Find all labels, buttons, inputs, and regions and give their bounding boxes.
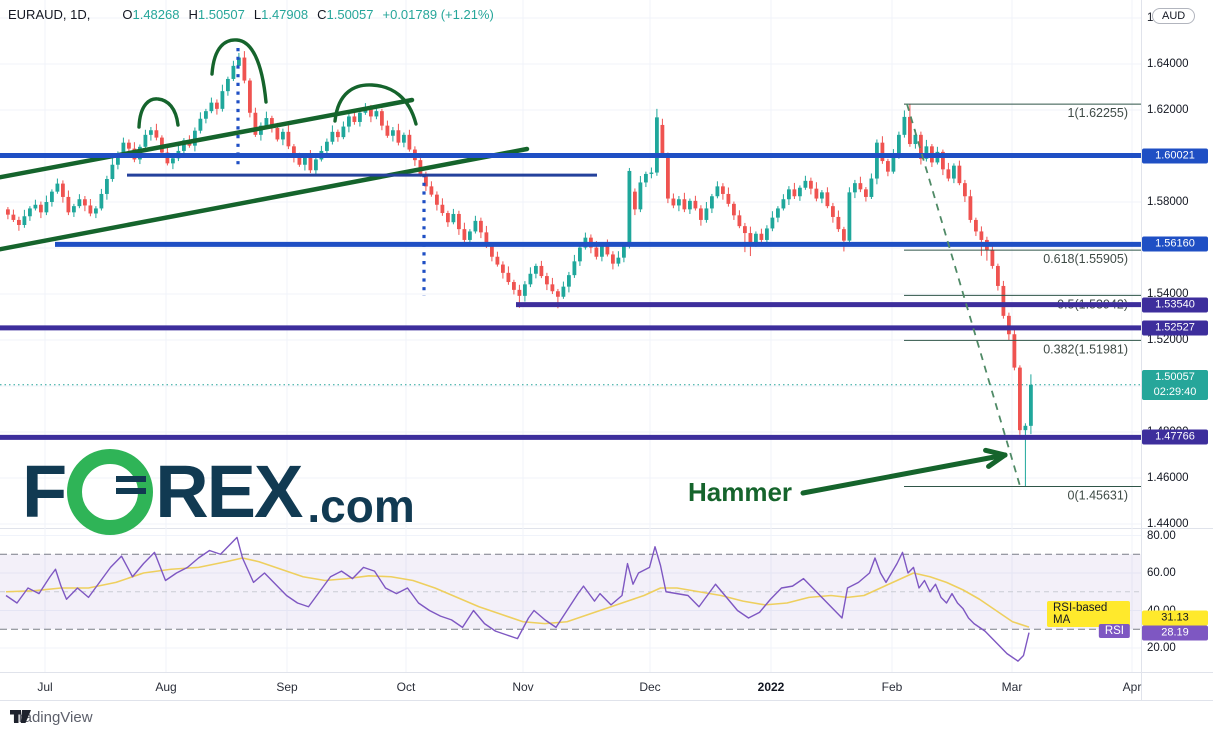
time-axis-label-2022[interactable]: 2022 xyxy=(757,680,785,694)
pane-separator[interactable] xyxy=(0,528,1213,529)
watermark-f: F xyxy=(22,450,67,533)
ohlc-values: O1.48268 H1.50507 L1.47908 C1.50057 +0.0… xyxy=(122,7,493,22)
watermark-com: .com xyxy=(307,480,415,532)
close-value: C1.50057 xyxy=(317,7,374,22)
hammer-arrow[interactable] xyxy=(800,447,1008,496)
forex-o-icon xyxy=(67,449,154,535)
time-axis-label-Oct[interactable]: Oct xyxy=(396,680,416,694)
price-axis-label: 1.62000 xyxy=(1147,104,1189,116)
dashed-decline-line[interactable] xyxy=(906,103,1021,487)
hammer-annotation-label[interactable]: Hammer xyxy=(688,477,793,507)
rsi-indicator-label[interactable]: RSI-based MA xyxy=(1047,601,1130,627)
price-axis-badge: 1.47766 xyxy=(1142,429,1208,445)
forex-com-watermark-logo: F REX .com xyxy=(22,449,415,535)
rsi-axis-label: 20.00 xyxy=(1147,642,1176,654)
price-axis-label: 1.52000 xyxy=(1147,334,1189,346)
time-axis-label-Feb[interactable]: Feb xyxy=(881,680,903,694)
time-axis-label-Jul[interactable]: Jul xyxy=(37,680,53,694)
price-axis-label: 1.44000 xyxy=(1147,518,1189,530)
watermark-rex: REX xyxy=(155,450,303,533)
price-axis-label: 1.46000 xyxy=(1147,472,1189,484)
high-value: H1.50507 xyxy=(188,7,245,22)
rounding-top-arcs[interactable] xyxy=(137,38,418,129)
symbol-legend[interactable]: EURAUD, 1D, O1.48268 H1.50507 L1.47908 C… xyxy=(8,7,494,22)
time-axis-label-Mar[interactable]: Mar xyxy=(1001,680,1023,694)
countdown-timer: 02:29:40 xyxy=(1153,385,1197,398)
time-axis-label-Sep[interactable]: Sep xyxy=(276,680,298,694)
price-axis-label: 1.64000 xyxy=(1147,58,1189,70)
currency-aud-button[interactable]: AUD xyxy=(1152,8,1196,24)
timeaxis-separator xyxy=(0,672,1213,673)
price-axis-badge: 1.52527 xyxy=(1142,320,1208,336)
fib-retracement[interactable]: 1(1.62255)0.618(1.55905)0.5(1.53942)0.38… xyxy=(904,103,1141,502)
gridlines xyxy=(0,0,1141,672)
rsi-axis-badge: 31.13 xyxy=(1142,610,1208,626)
rsi-ma-line xyxy=(5,557,1030,628)
time-axis-label-Apr[interactable]: Apr xyxy=(1122,680,1142,694)
footer-separator xyxy=(0,700,1213,701)
fib-level-label: 0.382(1.51981) xyxy=(1043,342,1128,356)
rsi-axis-label: 60.00 xyxy=(1147,567,1176,579)
price-axis-badge: 1.50057 02:29:40 xyxy=(1142,369,1208,400)
trend-lines[interactable] xyxy=(0,97,530,252)
tradingview-logo-icon xyxy=(10,710,31,723)
rsi-axis-badge: 28.19 xyxy=(1142,625,1208,641)
rsi-indicator-label[interactable]: RSI xyxy=(1098,624,1130,638)
fib-level-label: 0(1.45631) xyxy=(1068,488,1128,502)
price-axis-badge: 1.53540 xyxy=(1142,297,1208,313)
chart-canvas[interactable]: 1(1.62255)0.618(1.55905)0.5(1.53942)0.38… xyxy=(0,0,1213,700)
low-value: L1.47908 xyxy=(253,7,309,22)
tradingview-brand-text[interactable]: TradingView xyxy=(10,709,93,726)
open-value: O1.48268 xyxy=(122,7,180,22)
price-axis-badge: 1.56160 xyxy=(1142,236,1208,252)
candlestick-series xyxy=(6,51,1033,487)
tradingview-footer[interactable]: TradingView xyxy=(10,709,93,726)
time-axis-label-Dec[interactable]: Dec xyxy=(639,680,661,694)
fib-level-label: 0.618(1.55905) xyxy=(1043,252,1128,266)
rsi-line xyxy=(5,536,1030,662)
rsi-axis-label: 80.00 xyxy=(1147,529,1176,542)
axis-separator[interactable] xyxy=(1141,0,1142,700)
price-axis-badge: 1.60021 xyxy=(1142,148,1208,164)
time-axis-label-Nov[interactable]: Nov xyxy=(512,680,534,694)
fib-level-label: 1(1.62255) xyxy=(1068,106,1128,120)
change-value: +0.01789 (+1.21%) xyxy=(382,7,494,22)
price-axis-label: 1.58000 xyxy=(1147,196,1189,208)
symbol-title[interactable]: EURAUD, 1D, xyxy=(8,7,91,22)
time-axis-label-Aug[interactable]: Aug xyxy=(155,680,177,694)
price-axis-label: 1.54000 xyxy=(1147,288,1189,300)
